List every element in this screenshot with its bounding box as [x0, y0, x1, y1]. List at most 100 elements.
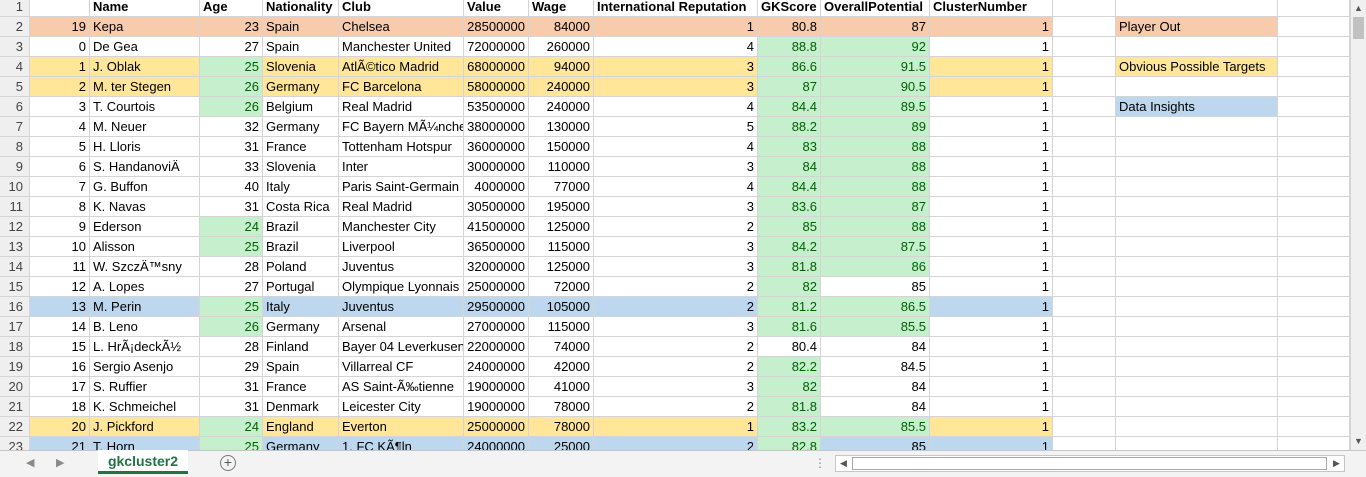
empty-cell[interactable]: [1278, 157, 1350, 177]
club-cell[interactable]: Juventus: [339, 297, 464, 317]
value-cell[interactable]: 28500000: [464, 17, 529, 37]
empty-cell[interactable]: [1053, 137, 1116, 157]
age-cell[interactable]: 26: [200, 317, 263, 337]
club-cell[interactable]: Leicester City: [339, 397, 464, 417]
name-cell[interactable]: M. Perin: [90, 297, 200, 317]
club-cell[interactable]: Real Madrid: [339, 197, 464, 217]
potential-cell[interactable]: 86.5: [821, 297, 930, 317]
name-cell[interactable]: H. Lloris: [90, 137, 200, 157]
potential-cell[interactable]: 88: [821, 157, 930, 177]
nationality-cell[interactable]: France: [263, 137, 339, 157]
age-cell[interactable]: 31: [200, 137, 263, 157]
age-cell[interactable]: 33: [200, 157, 263, 177]
reputation-cell[interactable]: 4: [594, 177, 758, 197]
empty-cell[interactable]: [1116, 417, 1278, 437]
empty-cell[interactable]: [1116, 257, 1278, 277]
name-cell[interactable]: Ederson: [90, 217, 200, 237]
potential-cell[interactable]: 84: [821, 397, 930, 417]
age-cell[interactable]: 24: [200, 417, 263, 437]
empty-cell[interactable]: [1053, 177, 1116, 197]
empty-cell[interactable]: [1116, 437, 1278, 450]
add-sheet-icon[interactable]: +: [220, 455, 236, 471]
reputation-cell[interactable]: 3: [594, 157, 758, 177]
cluster-cell[interactable]: 1: [930, 97, 1053, 117]
name-cell[interactable]: K. Navas: [90, 197, 200, 217]
empty-cell[interactable]: [1053, 197, 1116, 217]
header-cell[interactable]: OverallPotential: [821, 0, 930, 17]
header-cell[interactable]: Value: [464, 0, 529, 17]
nationality-cell[interactable]: Portugal: [263, 277, 339, 297]
potential-cell[interactable]: 89: [821, 117, 930, 137]
nationality-cell[interactable]: Slovenia: [263, 157, 339, 177]
reputation-cell[interactable]: 4: [594, 97, 758, 117]
empty-cell[interactable]: [1053, 217, 1116, 237]
potential-cell[interactable]: 87.5: [821, 237, 930, 257]
row-header[interactable]: 21: [0, 397, 30, 417]
age-cell[interactable]: 32: [200, 117, 263, 137]
empty-cell[interactable]: [1053, 337, 1116, 357]
prev-sheet-icon[interactable]: ◀: [26, 457, 35, 469]
wage-cell[interactable]: 125000: [529, 257, 594, 277]
name-cell[interactable]: J. Oblak: [90, 57, 200, 77]
empty-cell[interactable]: [1053, 77, 1116, 97]
gkscore-cell[interactable]: 82.2: [758, 357, 821, 377]
age-cell[interactable]: 31: [200, 377, 263, 397]
club-cell[interactable]: Arsenal: [339, 317, 464, 337]
gkscore-cell[interactable]: 80.8: [758, 17, 821, 37]
empty-cell[interactable]: [1278, 337, 1350, 357]
header-cell[interactable]: GKScore: [758, 0, 821, 17]
wage-cell[interactable]: 78000: [529, 397, 594, 417]
index-cell[interactable]: 3: [30, 97, 90, 117]
empty-cell[interactable]: [1278, 0, 1350, 17]
age-cell[interactable]: 28: [200, 337, 263, 357]
cluster-cell[interactable]: 1: [930, 277, 1053, 297]
row-header[interactable]: 5: [0, 77, 30, 97]
nationality-cell[interactable]: Italy: [263, 177, 339, 197]
spreadsheet-grid[interactable]: 1 Name Age Nationality Club Value Wage I…: [0, 0, 1350, 450]
empty-cell[interactable]: [1053, 437, 1116, 450]
name-cell[interactable]: Kepa: [90, 17, 200, 37]
potential-cell[interactable]: 85: [821, 437, 930, 450]
index-cell[interactable]: 20: [30, 417, 90, 437]
gkscore-cell[interactable]: 82: [758, 377, 821, 397]
reputation-cell[interactable]: 5: [594, 117, 758, 137]
empty-cell[interactable]: [1053, 377, 1116, 397]
reputation-cell[interactable]: 3: [594, 77, 758, 97]
row-header[interactable]: 22: [0, 417, 30, 437]
row-header[interactable]: 12: [0, 217, 30, 237]
empty-cell[interactable]: [1053, 157, 1116, 177]
value-cell[interactable]: 68000000: [464, 57, 529, 77]
nationality-cell[interactable]: Germany: [263, 117, 339, 137]
empty-cell[interactable]: [1116, 337, 1278, 357]
club-cell[interactable]: Tottenham Hotspur: [339, 137, 464, 157]
empty-cell[interactable]: [1053, 297, 1116, 317]
age-cell[interactable]: 31: [200, 397, 263, 417]
cluster-cell[interactable]: 1: [930, 257, 1053, 277]
empty-cell[interactable]: [1278, 57, 1350, 77]
name-cell[interactable]: J. Pickford: [90, 417, 200, 437]
gkscore-cell[interactable]: 88.8: [758, 37, 821, 57]
header-cell[interactable]: Wage: [529, 0, 594, 17]
potential-cell[interactable]: 88: [821, 177, 930, 197]
nationality-cell[interactable]: Spain: [263, 37, 339, 57]
empty-cell[interactable]: [1278, 397, 1350, 417]
empty-cell[interactable]: [1278, 77, 1350, 97]
value-cell[interactable]: 41500000: [464, 217, 529, 237]
name-cell[interactable]: K. Schmeichel: [90, 397, 200, 417]
index-cell[interactable]: 12: [30, 277, 90, 297]
row-header[interactable]: 10: [0, 177, 30, 197]
empty-cell[interactable]: [1278, 357, 1350, 377]
name-cell[interactable]: B. Leno: [90, 317, 200, 337]
cluster-cell[interactable]: 1: [930, 217, 1053, 237]
sheet-tab-gkcluster2[interactable]: gkcluster2: [98, 450, 188, 474]
empty-cell[interactable]: [1116, 377, 1278, 397]
name-cell[interactable]: S. Ruffier: [90, 377, 200, 397]
empty-cell[interactable]: [1278, 217, 1350, 237]
row-header[interactable]: 15: [0, 277, 30, 297]
empty-cell[interactable]: [1053, 317, 1116, 337]
gkscore-cell[interactable]: 87: [758, 77, 821, 97]
empty-cell[interactable]: [1278, 297, 1350, 317]
empty-cell[interactable]: [1116, 177, 1278, 197]
age-cell[interactable]: 26: [200, 77, 263, 97]
index-cell[interactable]: 13: [30, 297, 90, 317]
